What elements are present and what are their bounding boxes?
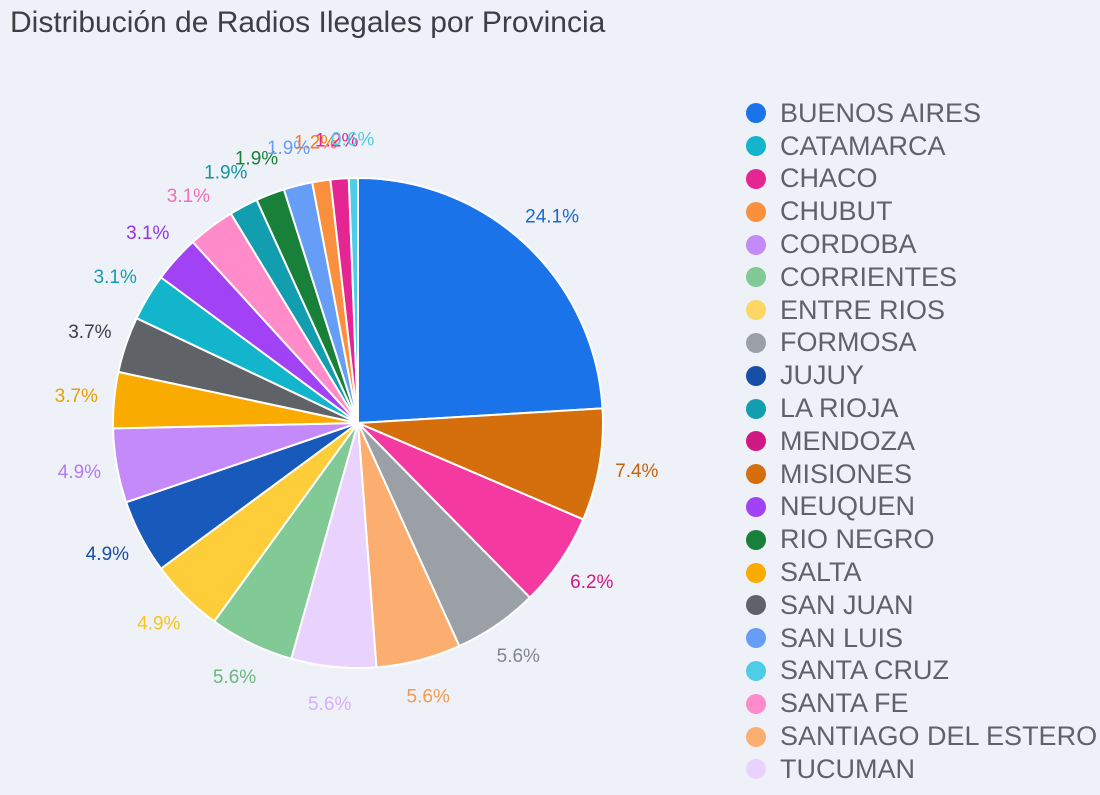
legend-label: CORRIENTES [780, 261, 958, 292]
legend-label: CORDOBA [780, 229, 917, 260]
legend-item-santa-fe[interactable]: SANTA FE [746, 687, 1097, 720]
legend-swatch [746, 267, 766, 288]
pie-slice-misiones[interactable] [357, 407, 604, 521]
legend-item-jujuy[interactable]: JUJUY [746, 359, 1097, 392]
legend-label: LA RIOJA [780, 393, 899, 424]
legend-item-santa-cruz[interactable]: SANTA CRUZ [746, 655, 1097, 688]
pie-chart: 24.1% 7.4% 6.2% 5.6% 5.6% 5.6% 5.6% 4.9% 4.9% 4.9… [55, 130, 659, 715]
legend-label: CHACO [780, 163, 878, 194]
legend-swatch [746, 759, 766, 780]
legend-item-rio-negro[interactable]: RIO NEGRO [746, 523, 1097, 556]
slice-label-corrientes: 5.6% [213, 667, 256, 688]
slice-label-catamarca: 3.1% [94, 267, 137, 288]
legend-item-catamarca[interactable]: CATAMARCA [746, 130, 1097, 163]
slice-label-rio-negro: 1.9% [235, 148, 278, 169]
legend-swatch [746, 496, 766, 517]
slice-label-santa-fe: 3.1% [167, 186, 210, 207]
legend-swatch [746, 562, 766, 583]
legend-swatch [746, 660, 766, 681]
legend-swatch [746, 332, 766, 353]
legend-label: SANTIAGO DEL ESTERO [780, 721, 1098, 752]
legend-item-san-luis[interactable]: SAN LUIS [746, 622, 1097, 655]
legend-item-mendoza[interactable]: MENDOZA [746, 425, 1097, 458]
legend-swatch [746, 726, 766, 747]
legend-item-buenos-aires[interactable]: BUENOS AIRES [746, 97, 1097, 130]
legend-label: RIO NEGRO [780, 524, 935, 555]
chart-legend: BUENOS AIRES CATAMARCA CHACO CHUBUT CORDOBA C… [746, 97, 1097, 786]
legend-item-entre-rios[interactable]: ENTRE RIOS [746, 294, 1097, 327]
legend-swatch [746, 365, 766, 386]
legend-swatch [746, 595, 766, 616]
chart-title: Distribución de Radios Ilegales por Prov… [10, 6, 606, 39]
legend-label: NEUQUEN [780, 491, 916, 522]
slice-label-chaco: 6.2% [570, 572, 613, 593]
slice-label-jujuy: 4.9% [86, 544, 129, 565]
slice-label-santa-cruz: 0.6% [331, 130, 374, 151]
legend-swatch [746, 529, 766, 550]
legend-swatch [746, 201, 766, 222]
legend-label: BUENOS AIRES [780, 97, 982, 128]
pie-slice-buenos-aires[interactable] [357, 177, 604, 424]
legend-label: SANTA CRUZ [780, 655, 950, 686]
pie-slice-santa-cruz[interactable] [347, 176, 359, 424]
legend-label: JUJUY [780, 360, 865, 391]
legend-label: CATAMARCA [780, 130, 946, 161]
legend-label: CHUBUT [780, 196, 893, 227]
legend-item-cordoba[interactable]: CORDOBA [746, 228, 1097, 261]
legend-item-chubut[interactable]: CHUBUT [746, 195, 1097, 228]
legend-item-salta[interactable]: SALTA [746, 556, 1097, 589]
legend-item-misiones[interactable]: MISIONES [746, 458, 1097, 491]
legend-item-santiago-del-estero[interactable]: SANTIAGO DEL ESTERO [746, 720, 1097, 753]
legend-label: TUCUMAN [780, 753, 915, 784]
slice-label-cordoba: 4.9% [58, 462, 101, 483]
legend-swatch [746, 300, 766, 321]
legend-label: SAN LUIS [780, 622, 904, 653]
legend-item-chaco[interactable]: CHACO [746, 163, 1097, 196]
legend-item-san-juan[interactable]: SAN JUAN [746, 589, 1097, 622]
slice-label-mendoza: 1.2% [315, 130, 358, 151]
legend-item-la-rioja[interactable]: LA RIOJA [746, 392, 1097, 425]
legend-swatch [746, 234, 766, 255]
legend-swatch [746, 398, 766, 419]
slice-label-tucuman: 5.6% [308, 694, 351, 715]
slice-label-buenos-aires: 24.1% [525, 207, 579, 228]
legend-item-tucuman[interactable]: TUCUMAN [746, 753, 1097, 786]
legend-item-neuquen[interactable]: NEUQUEN [746, 491, 1097, 524]
legend-label: SANTA FE [780, 688, 909, 719]
legend-swatch [746, 431, 766, 452]
slice-label-la-rioja: 1.9% [204, 162, 247, 183]
slice-label-salta: 3.7% [55, 386, 98, 407]
slice-label-san-luis: 1.9% [267, 138, 310, 159]
legend-item-corrientes[interactable]: CORRIENTES [746, 261, 1097, 294]
legend-swatch [746, 136, 766, 157]
legend-swatch [746, 168, 766, 189]
legend-swatch [746, 693, 766, 714]
legend-label: ENTRE RIOS [780, 294, 946, 325]
legend-label: FORMOSA [780, 327, 917, 358]
slice-label-misiones: 7.4% [615, 461, 658, 482]
slice-label-entre-rios: 4.9% [137, 614, 180, 635]
legend-swatch [746, 628, 766, 649]
slice-label-santiago-del-estero: 5.6% [407, 687, 450, 708]
slice-label-san-juan: 3.7% [68, 322, 111, 343]
slice-label-neuquen: 3.1% [126, 223, 169, 244]
legend-label: SALTA [780, 557, 862, 588]
legend-swatch [746, 103, 766, 124]
slice-label-chubut: 1.2% [294, 133, 337, 154]
legend-label: SAN JUAN [780, 589, 914, 620]
legend-item-formosa[interactable]: FORMOSA [746, 327, 1097, 360]
legend-swatch [746, 464, 766, 485]
legend-label: MISIONES [780, 458, 913, 489]
legend-label: MENDOZA [780, 425, 915, 456]
slice-label-formosa: 5.6% [497, 646, 540, 667]
